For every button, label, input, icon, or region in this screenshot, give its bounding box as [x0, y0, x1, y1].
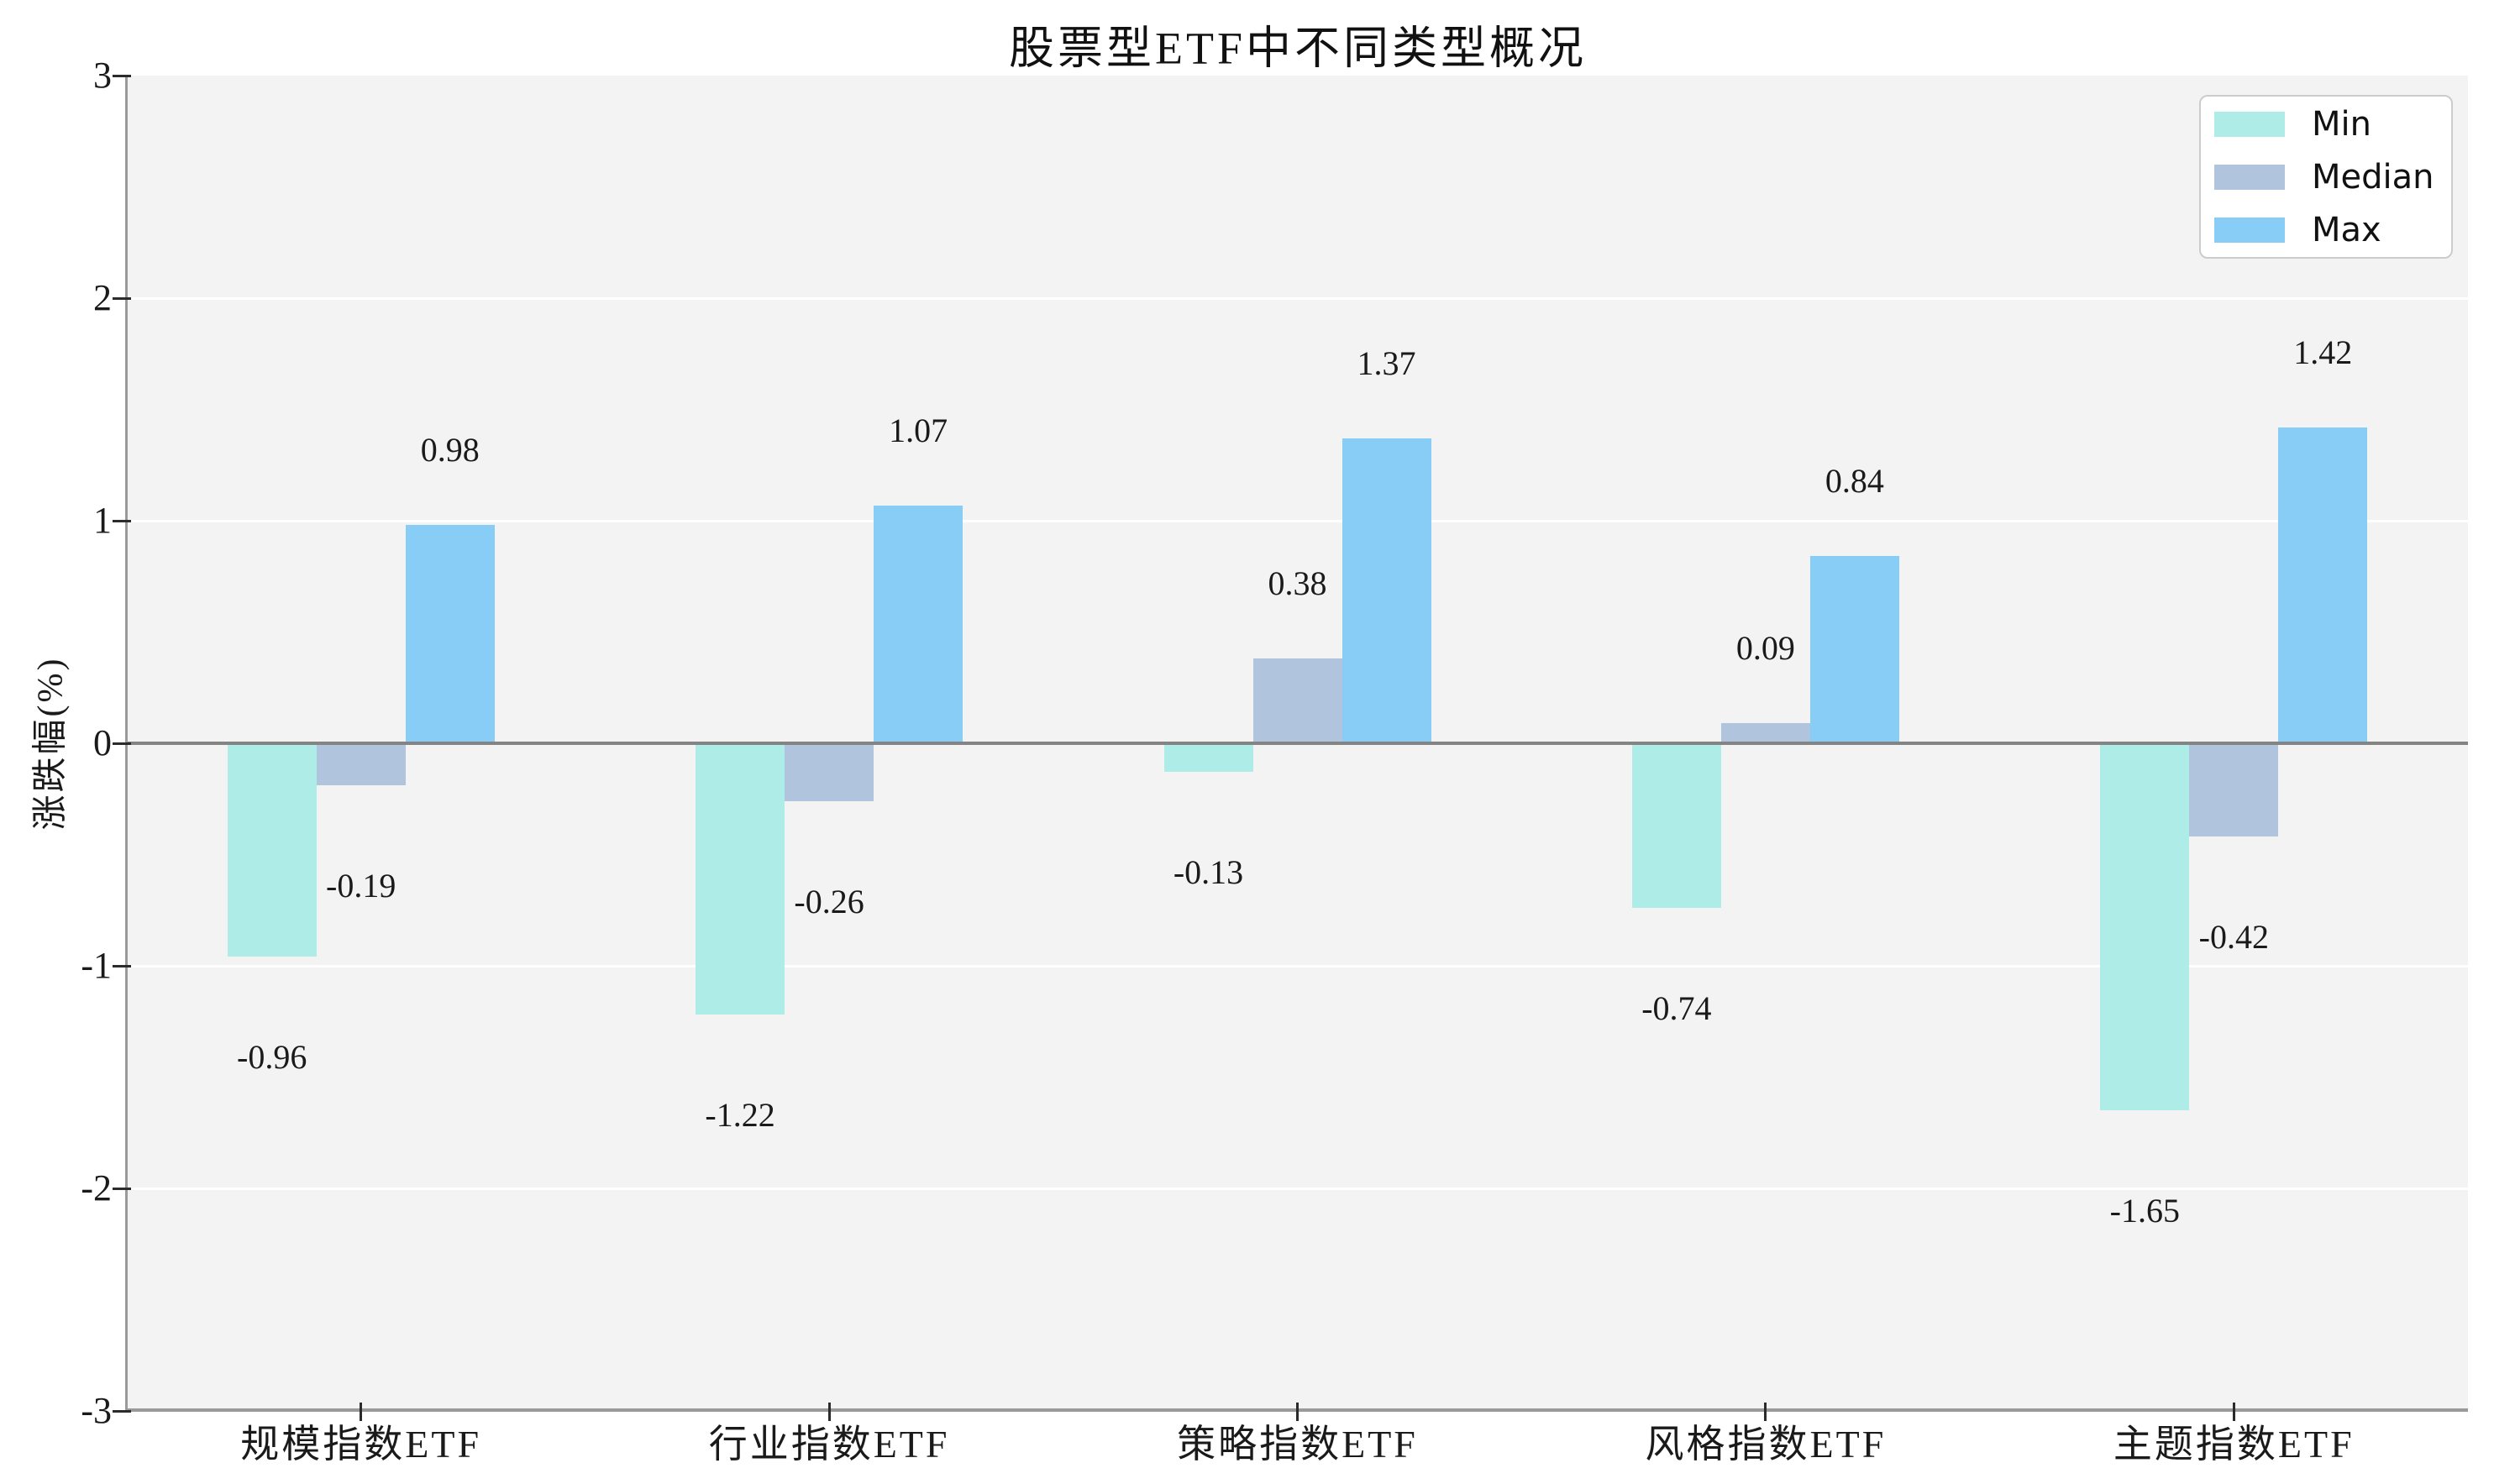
bar-label-min-5: -1.65 [2109, 1192, 2180, 1230]
bar-label-min-2: -1.22 [705, 1096, 775, 1135]
bar-median-4 [1720, 723, 1810, 743]
legend-row-min: Min [2214, 97, 2451, 150]
y-tick-label-0: 0 [93, 722, 112, 763]
bar-max-4 [1809, 556, 1899, 743]
y-tick-label--1: -1 [81, 945, 112, 986]
y-tick-2 [113, 296, 131, 300]
legend-swatch-max [2214, 217, 2285, 243]
y-tick-3 [113, 74, 131, 77]
bar-label-max-2: 1.07 [889, 411, 948, 449]
bar-label-median-2: -0.26 [794, 882, 864, 920]
legend-label-median: Median [2312, 157, 2434, 197]
bar-label-median-1: -0.19 [326, 867, 396, 905]
x-tick-5 [2232, 1403, 2235, 1421]
legend-label-max: Max [2312, 210, 2381, 249]
bar-label-median-3: 0.38 [1268, 564, 1327, 603]
y-tick--3 [113, 1409, 131, 1413]
x-tick-label-1: 规模指数ETF [240, 1423, 482, 1466]
legend-swatch-median [2214, 164, 2285, 190]
legend-row-max: Max [2214, 203, 2451, 256]
x-tick-label-5: 主题指数ETF [2113, 1423, 2355, 1466]
bar-label-median-4: 0.09 [1735, 629, 1795, 668]
x-tick-label-2: 行业指数ETF [708, 1423, 950, 1466]
bar-min-1 [227, 743, 317, 957]
bar-label-max-5: 1.42 [2293, 333, 2353, 371]
bar-min-3 [1163, 743, 1253, 773]
y-tick-0 [113, 742, 131, 745]
x-tick-label-3: 策略指数ETF [1177, 1423, 1418, 1466]
bar-min-5 [2100, 743, 2190, 1111]
y-tick-1 [113, 519, 131, 522]
bar-max-2 [874, 505, 963, 743]
bar-label-min-3: -0.13 [1173, 853, 1244, 892]
bar-median-2 [785, 743, 874, 801]
gridline-y1 [127, 519, 2468, 522]
zero-line [127, 742, 2468, 745]
bar-max-3 [1342, 438, 1431, 743]
chart-title: 股票型ETF中不同类型概况 [1008, 23, 1588, 74]
bar-label-min-4: -0.74 [1641, 989, 1712, 1028]
x-tick-3 [1296, 1403, 1299, 1421]
y-tick-label-3: 3 [93, 55, 112, 96]
y-tick-label-2: 2 [93, 277, 112, 318]
y-tick-label--2: -2 [81, 1167, 112, 1209]
bar-label-median-5: -0.42 [2198, 918, 2269, 957]
bar-max-1 [405, 525, 495, 743]
gridline-y-1 [127, 964, 2468, 967]
bar-min-4 [1631, 743, 1721, 909]
bar-median-1 [316, 743, 406, 786]
y-tick--1 [113, 964, 131, 967]
legend-swatch-min [2214, 111, 2285, 137]
legend-row-median: Median [2214, 150, 2451, 203]
y-tick--2 [113, 1187, 131, 1190]
bar-median-3 [1252, 658, 1342, 743]
y-tick-label-1: 1 [93, 500, 112, 541]
bar-min-2 [696, 743, 785, 1015]
bar-label-max-3: 1.37 [1357, 344, 1416, 382]
gridline-y-2 [127, 1187, 2468, 1190]
x-tick-label-4: 风格指数ETF [1645, 1423, 1887, 1466]
bar-label-max-1: 0.98 [420, 431, 480, 469]
legend: Min Median Max [2199, 95, 2453, 259]
bar-label-max-4: 0.84 [1825, 462, 1884, 501]
y-tick-label--3: -3 [81, 1390, 112, 1431]
bar-max-5 [2278, 427, 2368, 743]
gridline-y2 [127, 296, 2468, 300]
x-tick-4 [1764, 1403, 1767, 1421]
bar-label-min-1: -0.96 [237, 1038, 307, 1077]
bar-median-5 [2189, 743, 2279, 837]
x-tick-1 [360, 1403, 363, 1421]
x-tick-2 [827, 1403, 831, 1421]
legend-label-min: Min [2312, 104, 2371, 144]
